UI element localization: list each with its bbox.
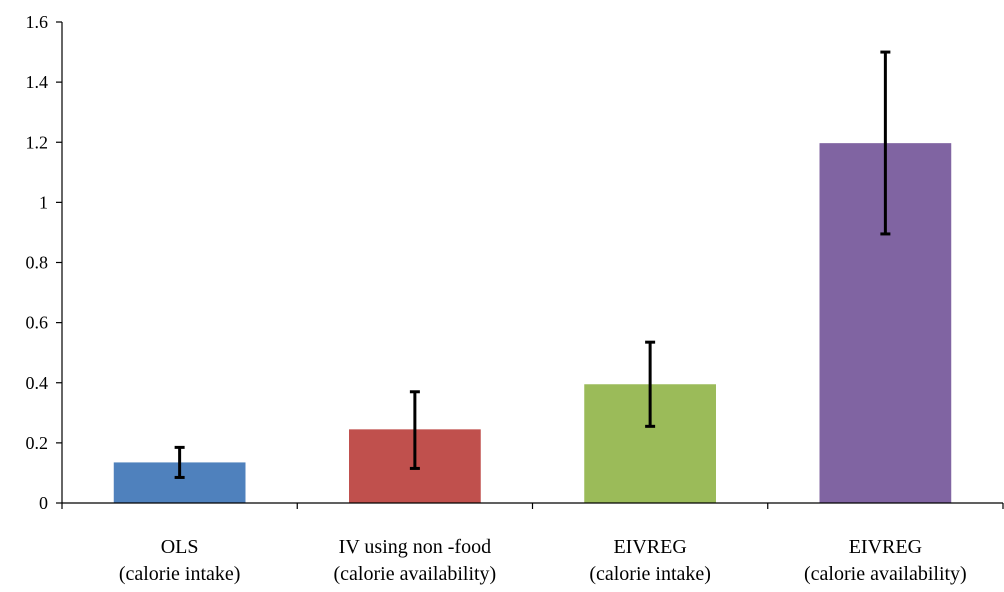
y-axis: 0 0.2 0.4 0.6 0.8 1 1.2 1.4 1.6: [26, 12, 63, 513]
y-tick-label: 0.6: [26, 313, 49, 333]
y-tick-label: 0.2: [26, 433, 49, 453]
error-bars: [174, 50, 891, 479]
x-category-label-line2: (calorie availability): [334, 563, 497, 585]
bars: [113, 143, 952, 504]
x-category-label-line1: OLS: [161, 536, 199, 558]
y-tick-label: 1: [39, 192, 48, 212]
x-category-label-line2: (calorie intake): [589, 563, 711, 585]
x-category-label-line1: EIVREG: [849, 536, 922, 558]
x-category-label-line2: (calorie intake): [119, 563, 241, 585]
x-category-label-line1: IV using non -food: [339, 536, 491, 558]
y-tick-label: 0.8: [26, 253, 49, 273]
x-category-label-line1: EIVREG: [613, 536, 686, 558]
x-axis: OLS (calorie intake) IV using non -food (ca…: [61, 502, 1004, 585]
x-category-label-line2: (calorie availability): [804, 563, 967, 585]
y-tick-label: 0.4: [26, 373, 49, 393]
y-tick-label: 0: [39, 493, 48, 513]
y-tick-label: 1.2: [26, 132, 49, 152]
y-tick-label: 1.6: [26, 12, 49, 32]
y-tick-label: 1.4: [26, 72, 49, 92]
